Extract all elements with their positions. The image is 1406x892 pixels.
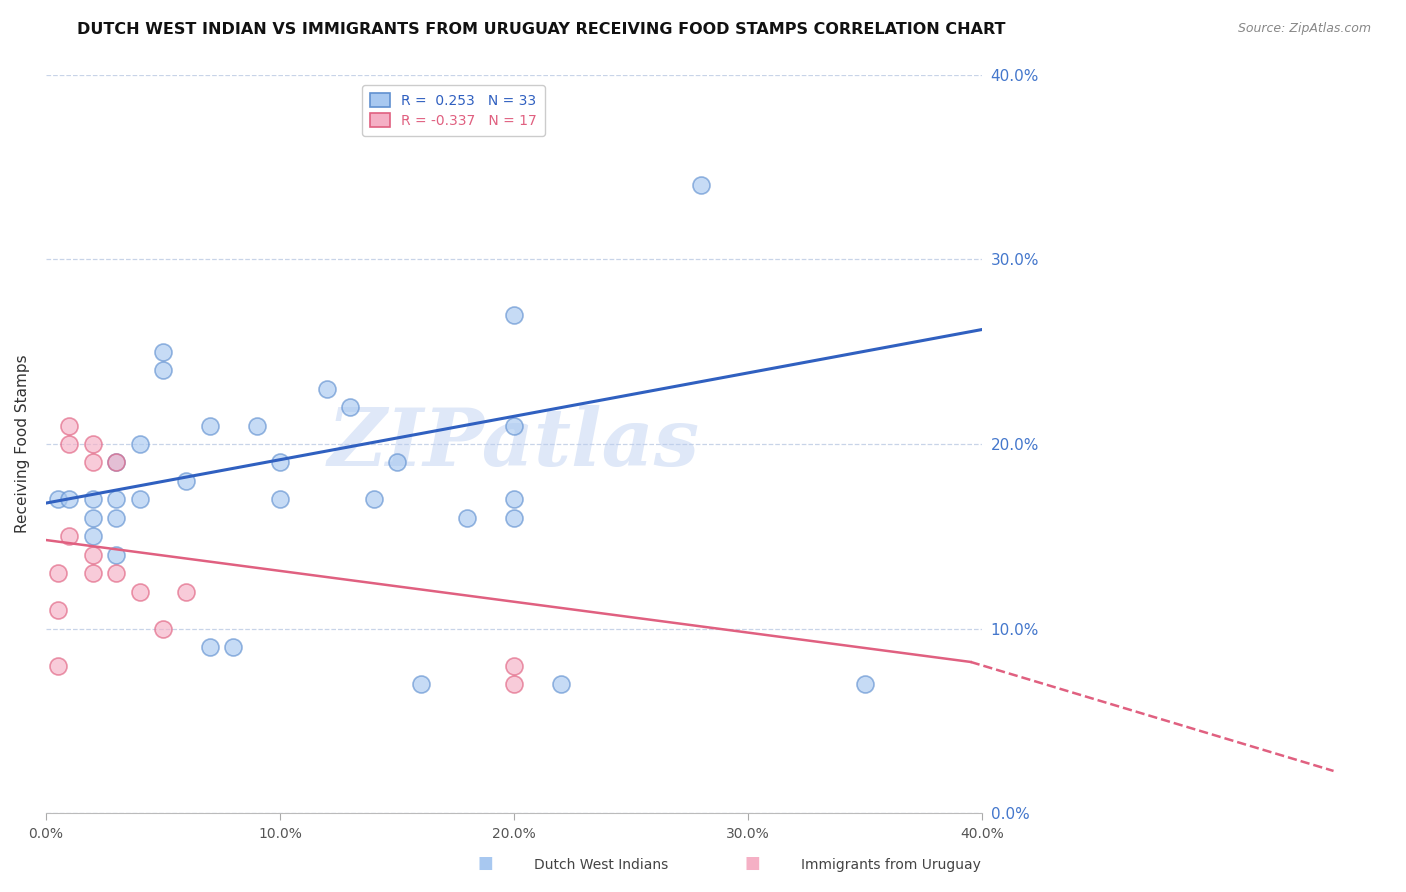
Point (222, 640, 245, 655)
Point (105, 548, 128, 562)
Point (385, 455, 408, 469)
Point (128, 437, 150, 451)
Point (46, 492, 69, 507)
Point (176, 584, 198, 599)
Point (105, 455, 128, 469)
Point (503, 511, 526, 525)
Point (503, 308, 526, 322)
Point (58, 529, 80, 543)
Point (46, 658, 69, 673)
Point (105, 492, 128, 507)
Point (128, 492, 150, 507)
Point (58, 437, 80, 451)
Point (105, 566, 128, 581)
Text: Source: ZipAtlas.com: Source: ZipAtlas.com (1237, 22, 1371, 36)
Text: DUTCH WEST INDIAN VS IMMIGRANTS FROM URUGUAY RECEIVING FOOD STAMPS CORRELATION C: DUTCH WEST INDIAN VS IMMIGRANTS FROM URU… (77, 22, 1005, 37)
Point (46, 566, 69, 581)
Point (550, 677, 572, 691)
Point (58, 492, 80, 507)
Point (82, 455, 104, 469)
Y-axis label: Receiving Food Stamps: Receiving Food Stamps (15, 355, 30, 533)
Point (339, 400, 361, 414)
Point (58, 418, 80, 433)
Point (269, 455, 291, 469)
Point (198, 640, 221, 655)
Point (363, 492, 385, 507)
Text: Immigrants from Uruguay: Immigrants from Uruguay (801, 858, 981, 872)
Point (105, 511, 128, 525)
Point (503, 658, 526, 673)
Point (152, 344, 174, 359)
Point (409, 677, 432, 691)
Point (176, 474, 198, 488)
Point (152, 622, 174, 636)
Point (82, 548, 104, 562)
Point (690, 178, 713, 193)
Point (82, 529, 104, 543)
Point (152, 363, 174, 377)
Point (46, 603, 69, 617)
Point (503, 492, 526, 507)
Point (315, 382, 337, 396)
Text: ZIPatlas: ZIPatlas (328, 405, 700, 483)
Text: Dutch West Indians: Dutch West Indians (534, 858, 668, 872)
Point (246, 418, 269, 433)
Point (82, 492, 104, 507)
Point (503, 418, 526, 433)
Point (269, 492, 291, 507)
Point (128, 584, 150, 599)
Point (853, 677, 876, 691)
Point (82, 437, 104, 451)
Text: ■: ■ (477, 855, 494, 872)
Point (105, 455, 128, 469)
Point (82, 511, 104, 525)
Legend: R =  0.253   N = 33, R = -0.337   N = 17: R = 0.253 N = 33, R = -0.337 N = 17 (361, 85, 546, 136)
Point (82, 566, 104, 581)
Text: ■: ■ (744, 855, 761, 872)
Point (198, 418, 221, 433)
Point (456, 511, 478, 525)
Point (503, 677, 526, 691)
